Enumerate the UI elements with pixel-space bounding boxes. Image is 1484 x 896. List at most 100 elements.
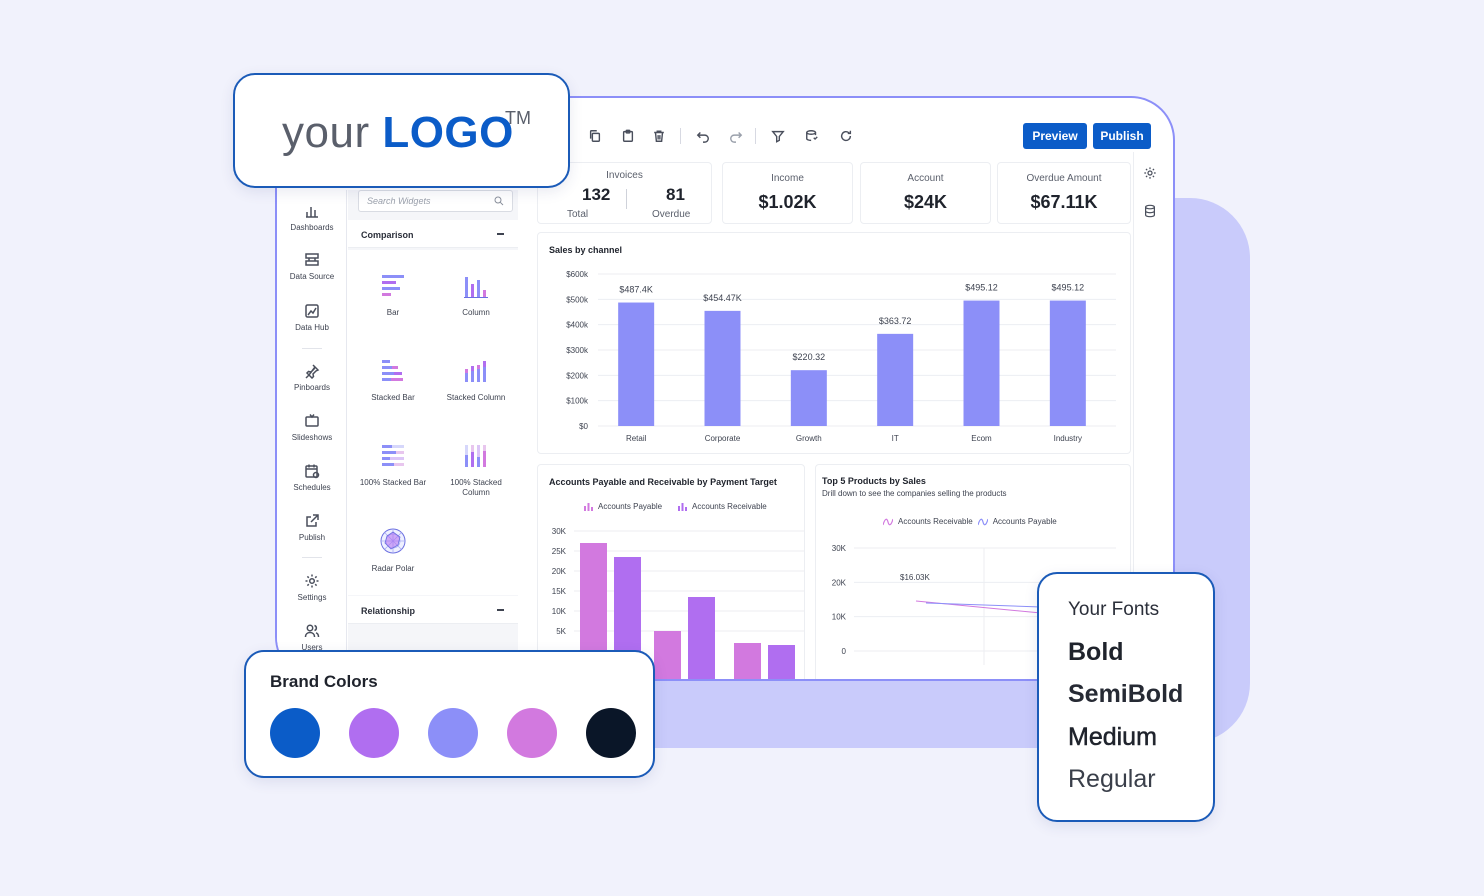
- bar: [790, 370, 827, 426]
- widget-radar-polar[interactable]: Radar Polar: [353, 526, 433, 574]
- data-label: $220.32: [793, 352, 826, 362]
- filter-icon[interactable]: [770, 128, 786, 144]
- kpi-income[interactable]: Income $1.02K: [722, 162, 853, 224]
- gear-icon[interactable]: [1143, 166, 1157, 180]
- widget-list: Bar Column Stacked Bar: [348, 250, 518, 595]
- y-tick-label: 5K: [556, 627, 566, 636]
- undo-icon[interactable]: [695, 128, 711, 144]
- fonts-title: Your Fonts: [1068, 599, 1160, 620]
- brand-swatch-3[interactable]: [428, 708, 478, 758]
- bar: [877, 333, 914, 426]
- sales-by-channel-panel[interactable]: Sales by channel $0 $100k $200k $300k $400k $…: [537, 232, 1131, 454]
- logo: your LOGO: [282, 108, 514, 158]
- widget-100-stacked-bar[interactable]: 100% Stacked Bar: [353, 442, 433, 488]
- top5-chart-legend: Accounts Receivable Accounts Payable: [883, 517, 1057, 526]
- widget-label: Stacked Column: [446, 393, 506, 402]
- data-label: $495.12: [965, 283, 998, 293]
- brand-swatch-1[interactable]: [270, 708, 320, 758]
- nav-label: Schedules: [293, 483, 331, 492]
- refresh-icon[interactable]: [838, 128, 854, 144]
- brand-swatch-5[interactable]: [586, 708, 636, 758]
- column-widget-icon: [464, 277, 488, 298]
- left-navigation: Dashboards Data Source Data Hub Pinboard…: [277, 190, 347, 679]
- widget-stacked-bar[interactable]: Stacked Bar: [353, 357, 433, 403]
- brand-colors-title: Brand Colors: [270, 672, 378, 691]
- widget-label: 100% Stacked Bar: [359, 478, 427, 487]
- widget-bar[interactable]: Bar: [353, 272, 433, 318]
- kpi-account[interactable]: Account $24K: [860, 162, 991, 224]
- nav-label: Publish: [298, 533, 326, 542]
- brand-swatch-2[interactable]: [349, 708, 399, 758]
- nav-label: Slideshows: [291, 433, 333, 442]
- toolbar-divider: [680, 128, 681, 144]
- font-sample-bold: Bold: [1068, 638, 1124, 666]
- section-comparison[interactable]: Comparison: [348, 220, 518, 248]
- kpi-invoices-overdue-label: Overdue: [652, 209, 691, 220]
- widget-100-stacked-column[interactable]: 100% Stacked Column: [436, 442, 516, 498]
- preview-button[interactable]: Preview: [1023, 123, 1087, 149]
- logo-prefix: your: [282, 108, 370, 157]
- legend-label: Accounts Receivable: [898, 517, 973, 526]
- nav-item-data-hub[interactable]: Data Hub: [277, 303, 347, 332]
- bar: [618, 302, 655, 426]
- ap-ar-panel[interactable]: Accounts Payable and Receivable by Payme…: [537, 464, 805, 679]
- section-relationship[interactable]: Relationship: [348, 596, 518, 624]
- publish-button[interactable]: Publish: [1093, 123, 1151, 149]
- copy-icon[interactable]: [587, 128, 603, 144]
- nav-divider: [302, 348, 322, 349]
- publish-icon: [306, 514, 319, 527]
- font-sample-medium: Medium: [1068, 723, 1157, 752]
- collapse-icon[interactable]: [497, 609, 504, 611]
- data-hub-icon: [305, 304, 319, 318]
- nav-item-schedules[interactable]: Schedules: [277, 463, 347, 492]
- search-input[interactable]: Search Widgets: [358, 190, 513, 212]
- series-line: [925, 602, 1042, 608]
- sales-chart-title: Sales by channel: [549, 245, 623, 255]
- paste-icon[interactable]: [620, 128, 636, 144]
- widget-label: 100% Stacked Column: [450, 478, 502, 497]
- search-placeholder: Search Widgets: [367, 196, 431, 206]
- top5-chart-subtitle: Drill down to see the companies selling …: [822, 489, 1007, 498]
- nav-divider: [302, 557, 322, 558]
- nav-label: Data Source: [289, 272, 335, 281]
- nav-item-data-source[interactable]: Data Source: [277, 252, 347, 281]
- legend-bar-icon: [678, 502, 688, 511]
- sales-chart: $0 $100k $200k $300k $400k $500k $600k $487.4K R…: [566, 270, 1116, 443]
- kpi-overdue-amount[interactable]: Overdue Amount $67.11K: [997, 162, 1131, 224]
- right-panel: [1133, 152, 1163, 679]
- nav-item-pinboards[interactable]: Pinboards: [277, 363, 347, 392]
- widget-panel: Search Widgets Comparison Bar: [348, 190, 518, 679]
- kpi-invoices-overdue: 81: [666, 185, 685, 204]
- widget-column[interactable]: Column: [436, 272, 516, 318]
- y-tick-label: 10K: [552, 607, 567, 616]
- nav-label: Dashboards: [290, 223, 334, 232]
- kpi-invoices-total-label: Total: [567, 209, 589, 220]
- ap-chart: 5K 10K 15K 20K 25K 30K: [552, 527, 804, 679]
- bar: [1049, 300, 1086, 426]
- x-tick-label: Retail: [626, 434, 647, 443]
- collapse-icon[interactable]: [497, 233, 504, 235]
- search-icon: [494, 196, 504, 206]
- brand-swatch-4[interactable]: [507, 708, 557, 758]
- nav-item-settings[interactable]: Settings: [277, 573, 347, 602]
- nav-item-slideshows[interactable]: Slideshows: [277, 413, 347, 442]
- delete-icon[interactable]: [651, 128, 667, 144]
- pin-icon: [305, 364, 320, 379]
- nav-item-dashboards[interactable]: Dashboards: [277, 203, 347, 232]
- gear-icon: [305, 574, 319, 588]
- data-filter-icon[interactable]: [804, 128, 820, 144]
- nav-item-users[interactable]: Users: [277, 623, 347, 652]
- calendar-icon: [305, 464, 320, 479]
- x-tick-label: Growth: [796, 434, 822, 443]
- kpi-divider: [626, 189, 627, 209]
- stacked-bar-widget-icon: [382, 360, 403, 381]
- users-icon: [304, 624, 320, 638]
- legend-bar-icon: [584, 502, 593, 511]
- nav-item-publish[interactable]: Publish: [277, 513, 347, 542]
- database-icon[interactable]: [1143, 204, 1157, 218]
- legend-line-icon: [883, 518, 893, 525]
- widget-stacked-column[interactable]: Stacked Column: [436, 357, 516, 403]
- redo-icon[interactable]: [728, 128, 744, 144]
- kpi-invoices-label: Invoices: [606, 170, 643, 181]
- y-tick-label: 30K: [832, 544, 847, 553]
